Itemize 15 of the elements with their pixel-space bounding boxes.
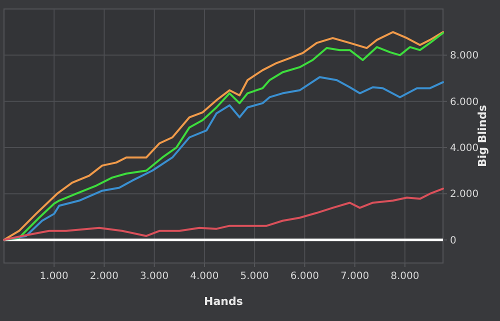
- line-series: [3, 188, 444, 241]
- x-tick-label: 6.000: [290, 271, 320, 282]
- y-tick-label: 8.000: [450, 50, 479, 62]
- x-tick-label: 7.000: [340, 271, 370, 282]
- x-tick-label: 1.000: [40, 271, 68, 282]
- x-tick-label: 5.000: [240, 271, 269, 282]
- y-tick-label: 6.000: [450, 96, 479, 108]
- x-tick-label: 2.000: [90, 271, 119, 282]
- x-tick-label: 8.000: [390, 271, 420, 282]
- x-tick-label: 3.000: [140, 271, 169, 282]
- y-tick-label: 2.000: [450, 189, 479, 200]
- y-tick-label: 0: [450, 235, 456, 246]
- x-tick-label: 4.000: [190, 271, 219, 282]
- x-axis-title: Hands: [204, 295, 244, 308]
- y-tick-label: 4.000: [450, 143, 479, 154]
